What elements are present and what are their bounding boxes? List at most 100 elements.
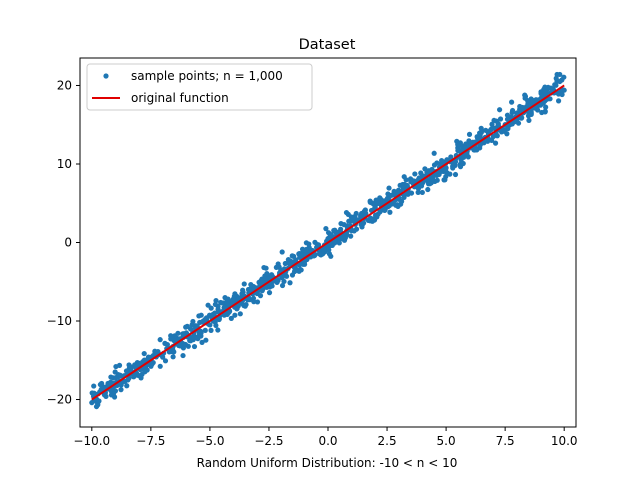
sample-point [228, 315, 234, 321]
sample-point [555, 98, 562, 104]
sample-point [522, 95, 528, 101]
sample-point [266, 290, 273, 296]
sample-point [557, 78, 563, 85]
sample-point [320, 246, 327, 252]
sample-point [219, 300, 225, 306]
legend-entry-original-function: original function [131, 91, 229, 105]
x-tick-label: 10.0 [551, 434, 578, 448]
sample-point [399, 198, 405, 204]
sample-point [203, 337, 209, 343]
sample-point [474, 134, 480, 140]
sample-point [157, 337, 163, 343]
sample-point [273, 264, 279, 271]
sample-point [187, 326, 194, 332]
sample-point [289, 253, 295, 259]
sample-point [561, 74, 567, 80]
legend-entry-sample-points: sample points; n = 1,000 [131, 69, 283, 83]
sample-point [191, 343, 198, 350]
sample-point [382, 207, 388, 213]
sample-point [526, 117, 532, 123]
sample-point [509, 99, 515, 105]
sample-point [183, 324, 189, 330]
sample-point [372, 212, 379, 218]
sample-point [529, 99, 535, 105]
sample-point [279, 275, 285, 281]
sample-point [213, 322, 219, 329]
sample-point [261, 264, 267, 271]
sample-point [226, 308, 233, 315]
sample-point [91, 383, 97, 389]
sample-point [477, 142, 483, 148]
sample-point [434, 177, 440, 183]
sample-point [489, 121, 495, 127]
x-tick-label: 0.0 [318, 434, 337, 448]
sample-point [557, 71, 563, 78]
sample-point [182, 341, 189, 348]
x-tick-label: 2.5 [378, 434, 397, 448]
x-tick-label: −10.0 [73, 434, 110, 448]
sample-point [520, 104, 526, 111]
sample-point [274, 279, 280, 286]
sample-point [199, 339, 205, 345]
y-tick-label: 0 [64, 236, 72, 250]
x-tick-label: −2.5 [254, 434, 283, 448]
sample-point [331, 227, 337, 234]
sample-point [264, 270, 270, 277]
sample-point [213, 298, 219, 304]
sample-point [113, 374, 119, 381]
sample-point [442, 166, 449, 173]
sample-point [372, 205, 378, 211]
sample-point [180, 331, 186, 337]
sample-point [444, 157, 450, 163]
sample-point [180, 352, 186, 359]
sample-point [126, 362, 132, 368]
sample-point [196, 329, 202, 335]
sample-point [202, 316, 208, 323]
sample-point [157, 363, 163, 369]
function-line-layer [91, 84, 565, 401]
sample-point [492, 140, 499, 146]
sample-point [234, 306, 240, 312]
sample-point [176, 342, 182, 349]
sample-point [191, 334, 197, 340]
sample-point [240, 287, 246, 293]
sample-point [149, 361, 155, 367]
x-axis-ticks: −10.0 −7.5 −5.0 −2.5 0.0 2.5 5.0 7.5 10.0 [73, 427, 578, 448]
sample-point [491, 117, 497, 124]
sample-point [232, 312, 238, 318]
sample-point [326, 247, 332, 253]
sample-point [518, 115, 525, 121]
sample-point [336, 240, 342, 246]
sample-point [429, 176, 435, 182]
sample-point [385, 191, 391, 197]
sample-point [452, 171, 459, 178]
sample-point [348, 233, 354, 239]
sample-point [296, 262, 303, 268]
sample-point [254, 299, 261, 305]
sample-point [455, 147, 461, 154]
sample-point [419, 189, 425, 196]
sample-point [285, 257, 291, 263]
sample-point [501, 127, 507, 133]
legend-scatter-marker [103, 73, 109, 79]
sample-point [459, 154, 465, 160]
sample-point [431, 162, 438, 168]
sample-point [263, 275, 269, 281]
sample-point [509, 121, 515, 127]
sample-point [258, 280, 264, 286]
sample-point [326, 251, 332, 257]
sample-point [215, 327, 221, 333]
sample-point [293, 257, 299, 263]
sample-point [239, 291, 245, 298]
sample-point [542, 84, 548, 90]
sample-point [472, 147, 478, 153]
sample-point [504, 112, 511, 118]
sample-point [365, 217, 371, 223]
x-tick-label: −7.5 [136, 434, 165, 448]
plot-area [89, 71, 567, 410]
sample-point [212, 301, 218, 308]
sample-point [166, 349, 172, 355]
sample-point [377, 195, 383, 201]
sample-point [553, 82, 559, 88]
